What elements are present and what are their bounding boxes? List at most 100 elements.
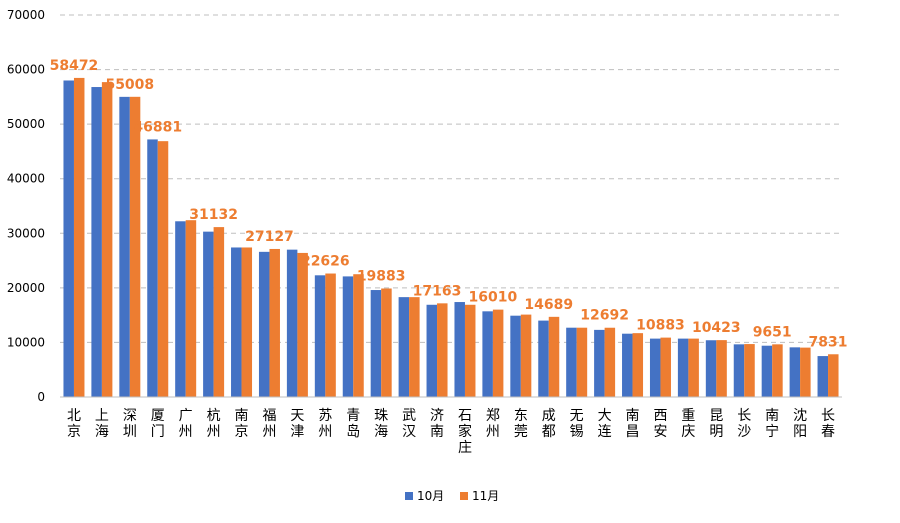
- bar-10m: [426, 304, 438, 397]
- data-label: 12692: [580, 308, 629, 324]
- x-category-label: 圳: [123, 424, 137, 440]
- x-category-label: 济: [430, 408, 444, 424]
- x-category-label: 州: [486, 424, 500, 440]
- legend-swatch-11m: [460, 492, 468, 500]
- x-category-label: 州: [318, 424, 332, 440]
- bar-11m: [129, 96, 141, 398]
- x-category-label: 津: [290, 424, 304, 440]
- x-category-label: 明: [709, 424, 723, 440]
- y-tick-label: 0: [37, 390, 45, 404]
- data-label: 46881: [133, 119, 182, 135]
- bar-11m: [576, 327, 588, 397]
- bar-10m: [231, 247, 242, 397]
- data-label: 14689: [524, 297, 573, 313]
- data-label: 9651: [753, 324, 792, 340]
- data-label: 31132: [189, 207, 238, 223]
- data-label: 22626: [301, 254, 350, 270]
- x-category-label: 长: [821, 408, 835, 424]
- x-category-label: 深: [123, 408, 137, 424]
- data-label: 58472: [50, 58, 99, 74]
- y-tick-label: 70000: [7, 8, 45, 22]
- bar-11m: [101, 82, 113, 397]
- bar-11m: [213, 227, 225, 397]
- data-label: 16010: [469, 290, 518, 306]
- bar-11m: [604, 327, 616, 397]
- bar-10m: [817, 356, 829, 397]
- y-axis-ticks: 0 10000 20000 30000 40000 50000 60000 70000: [7, 8, 45, 404]
- bar-11m: [772, 344, 783, 397]
- x-category-label: 青: [346, 408, 360, 424]
- x-category-label: 昆: [709, 408, 723, 424]
- x-category-label: 石: [458, 408, 472, 424]
- bar-11m: [716, 340, 727, 397]
- bar-11m: [269, 248, 280, 397]
- bar-10m: [175, 221, 186, 397]
- bar-11m: [353, 274, 364, 397]
- x-category-label: 春: [821, 424, 835, 440]
- bar-10m: [677, 338, 689, 397]
- x-category-label: 珠: [374, 408, 388, 424]
- data-label: 55008: [105, 77, 154, 93]
- bar-10m: [733, 344, 745, 397]
- legend-label-11m: 11月: [472, 489, 499, 503]
- bar-10m: [342, 276, 354, 397]
- bar-11m: [744, 344, 755, 397]
- y-tick-label: 20000: [7, 281, 45, 295]
- bar-11m: [520, 314, 532, 397]
- x-category-label: 安: [653, 424, 667, 440]
- x-category-label: 州: [207, 424, 221, 440]
- data-label: 7831: [809, 334, 848, 350]
- bar-10m: [119, 96, 130, 397]
- bar-10m: [370, 290, 382, 397]
- bar-11m: [688, 338, 699, 397]
- x-category-label: 海: [374, 424, 388, 440]
- bar-11m: [464, 304, 476, 397]
- data-label: 10423: [692, 320, 741, 336]
- y-tick-label: 40000: [7, 172, 45, 186]
- bar-11m: [297, 252, 308, 397]
- x-category-label: 沈: [793, 408, 807, 424]
- x-category-label: 西: [653, 408, 667, 424]
- bar-10m: [566, 327, 577, 397]
- bar-11m: [409, 297, 420, 397]
- x-category-label: 北: [67, 408, 81, 424]
- bar-10m: [398, 297, 410, 397]
- bar-11m: [73, 77, 85, 397]
- x-category-label: 州: [179, 424, 193, 440]
- data-label: 17163: [413, 283, 462, 299]
- x-category-label: 宁: [765, 423, 779, 440]
- x-category-label: 阳: [793, 424, 807, 440]
- y-tick-label: 30000: [7, 226, 45, 240]
- x-category-label: 东: [514, 408, 528, 424]
- y-tick-label: 60000: [7, 63, 45, 77]
- bar-10m: [454, 302, 465, 397]
- bar-10m: [789, 347, 801, 397]
- bar-10m: [705, 340, 717, 397]
- x-category-label: 无: [570, 408, 584, 424]
- x-category-label: 连: [598, 424, 612, 440]
- x-category-label: 岛: [346, 424, 360, 440]
- bar-11m: [185, 220, 197, 397]
- x-category-label: 南: [626, 408, 640, 424]
- bar-11m: [381, 288, 392, 397]
- bar-11m: [437, 303, 448, 397]
- data-labels: 58472 55008 46881 31132 27127 22626 19883 17163…: [50, 58, 848, 350]
- bar-10m: [258, 251, 270, 397]
- bar-11m: [632, 333, 644, 397]
- x-category-label: 庆: [681, 424, 695, 440]
- bar-10m: [91, 87, 102, 397]
- bar-10m: [761, 345, 773, 397]
- data-label: 19883: [357, 268, 406, 284]
- bar-10m: [286, 249, 298, 397]
- bar-11m: [492, 309, 504, 397]
- bar-11m: [325, 273, 336, 397]
- bar-10m: [314, 275, 326, 397]
- x-category-label: 昌: [626, 424, 640, 440]
- bar-10m: [594, 329, 605, 397]
- bars: [63, 77, 839, 398]
- y-tick-label: 10000: [7, 335, 45, 349]
- bar-10m: [622, 333, 633, 397]
- data-label: 10883: [636, 318, 685, 334]
